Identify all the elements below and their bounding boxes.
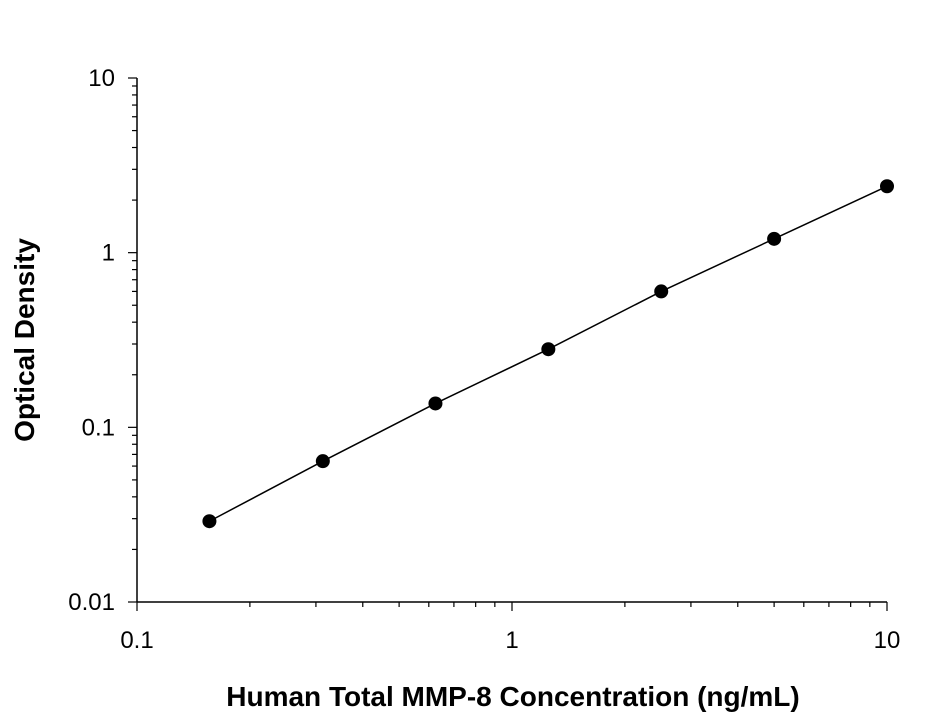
x-tick-label: 10 — [874, 627, 901, 654]
x-tick-label: 1 — [505, 627, 518, 654]
y-tick-label: 0.1 — [82, 414, 115, 441]
data-point — [202, 514, 217, 529]
data-point — [541, 342, 556, 357]
y-tick-label: 10 — [88, 65, 115, 92]
data-point — [880, 179, 894, 194]
data-point — [654, 284, 669, 299]
data-point — [428, 396, 443, 411]
data-point — [315, 454, 330, 469]
y-tick-label: 0.01 — [68, 589, 115, 616]
data-point — [767, 231, 782, 246]
y-axis-label: Optical Density — [9, 238, 40, 442]
y-tick-label: 1 — [102, 240, 115, 267]
data-points — [202, 179, 894, 529]
x-tick-label: 0.1 — [120, 627, 153, 654]
x-axis-label: Human Total MMP-8 Concentration (ng/mL) — [226, 681, 799, 712]
ticks — [128, 77, 888, 611]
axes — [136, 78, 887, 603]
